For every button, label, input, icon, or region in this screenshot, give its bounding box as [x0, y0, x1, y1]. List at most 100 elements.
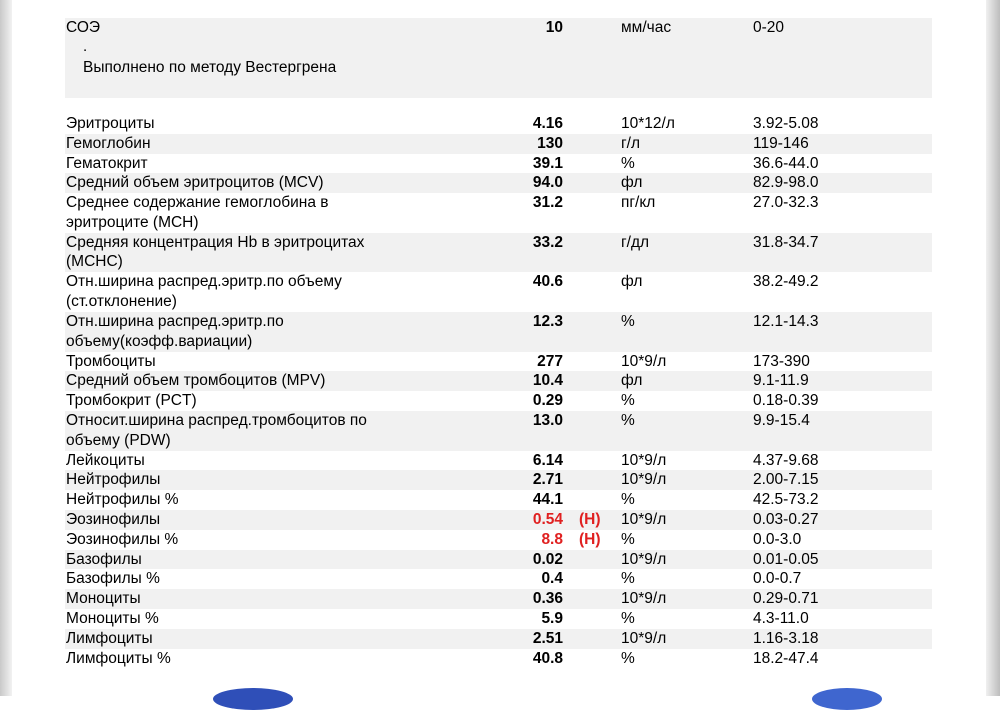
reference-range: 4.3-11.0 — [753, 610, 809, 627]
test-name-line: Тромбоциты — [66, 352, 156, 370]
unit: 10*9/л — [621, 511, 667, 528]
test-name: Базофилы — [66, 550, 142, 570]
unit: % — [621, 392, 635, 410]
reference-range: 1.16-3.18 — [753, 629, 819, 647]
stamp-fragment-left — [213, 688, 293, 710]
reference-range: 173-390 — [753, 352, 810, 370]
unit: % — [621, 530, 635, 548]
result-value: 2.71 — [532, 471, 563, 489]
reference-range: 0.03-0.27 — [753, 511, 819, 528]
table-row: Отн.ширина распред.эритр.по объему (ст.от… — [65, 272, 932, 312]
result-value: 5.9 — [541, 610, 563, 627]
test-name-line: Лейкоциты — [66, 451, 145, 469]
result-value: 2.51 — [532, 629, 563, 647]
unit: фл — [621, 174, 643, 192]
page-edge-right — [986, 0, 1000, 696]
unit: пг/кл — [621, 194, 656, 212]
reference-range: 0.01-0.05 — [753, 550, 819, 568]
test-name-line: Эритроциты — [66, 115, 155, 132]
unit: 10*9/л — [621, 471, 667, 489]
result-value: 39.1 — [532, 154, 563, 172]
unit: 10*9/л — [621, 451, 667, 469]
unit: г/л — [621, 134, 641, 152]
table-row: Средний объем тромбоцитов (MPV) 10.4 фл 9.1… — [65, 371, 932, 392]
test-name-line: Нейтрофилы — [66, 471, 161, 489]
table-row: Средний объем эритроцитов (MCV) 94.0 фл 82.… — [65, 173, 932, 194]
test-name-line: Моноциты % — [66, 610, 159, 627]
test-name: Тромбоциты — [66, 352, 156, 372]
result-value: 40.8 — [532, 649, 563, 667]
reference-range: 0.29-0.71 — [753, 590, 819, 608]
unit: % — [621, 610, 635, 627]
reference-range: 38.2-49.2 — [753, 273, 819, 291]
esr-name: СОЭ — [66, 19, 101, 36]
table-row: Относит.ширина распред.тромбоцитов по объ… — [65, 411, 932, 451]
unit: % — [621, 570, 635, 588]
test-name: Средний объем эритроцитов (MCV) — [66, 173, 324, 193]
abnormal-flag: (H) — [579, 530, 601, 548]
table-row: Нейтрофилы % 44.1% 42.5-73.2 — [65, 490, 932, 510]
unit: г/дл — [621, 233, 650, 251]
esr-method-note: Выполнено по методу Вестергрена — [83, 59, 337, 76]
result-value: 10.4 — [532, 372, 563, 390]
result-value: 40.6 — [532, 273, 563, 291]
test-name: Гематокрит — [66, 154, 148, 174]
table-row: Гемоглобин 130 г/л 119-146 — [65, 133, 932, 154]
test-name-line: Базофилы — [66, 550, 142, 568]
test-name-line: Эозинофилы % — [66, 530, 179, 548]
unit: фл — [621, 372, 643, 390]
page-edge-left — [0, 0, 12, 696]
test-name: Эозинофилы % — [66, 530, 178, 550]
unit: 10*9/л — [621, 352, 667, 370]
table-row: Гематокрит 39.1% 36.6-44.0 — [65, 154, 932, 174]
result-value: 13.0 — [532, 412, 563, 429]
table-row: Лейкоциты 6.14 10*9/л 4.37-9.68 — [65, 451, 932, 471]
test-name-line: Средний объем тромбоцитов (MPV) — [66, 372, 326, 390]
reference-range: 31.8-34.7 — [753, 233, 819, 251]
table-row: Тромбокрит (PCT) 0.29% 0.18-0.39 — [65, 391, 932, 411]
table-row: Базофилы 0.02 10*9/л 0.01-0.05 — [65, 549, 932, 570]
reference-range: 82.9-98.0 — [753, 174, 819, 192]
reference-range: 4.37-9.68 — [753, 451, 819, 469]
test-name-line: Отн.ширина распред.эритр.по объему — [66, 273, 342, 291]
esr-reference: 0-20 — [753, 19, 785, 36]
unit: 10*9/л — [621, 629, 667, 647]
test-name-line: Относит.ширина распред.тромбоцитов по — [66, 412, 367, 429]
table-row: Моноциты % 5.9% 4.3-11.0 — [65, 609, 932, 629]
result-value: 94.0 — [532, 174, 563, 192]
unit: 10*9/л — [621, 550, 667, 568]
test-name: Гемоглобин — [66, 134, 151, 154]
result-value: 130 — [537, 134, 563, 152]
test-name-line: объему(коэфф.вариации) — [66, 332, 253, 350]
unit: % — [621, 412, 635, 429]
test-name: Нейтрофилы — [66, 470, 160, 490]
test-name: Лейкоциты — [66, 451, 145, 471]
esr-dot: . — [83, 38, 88, 55]
table-row: Тромбоциты 277 10*9/л 173-390 — [65, 352, 932, 372]
test-name: Среднее содержание гемоглобина в эритроци… — [66, 193, 329, 232]
unit: % — [621, 313, 635, 330]
unit: % — [621, 649, 635, 667]
test-name-line: Базофилы % — [66, 570, 160, 588]
test-name: Средний объем тромбоцитов (MPV) — [66, 371, 325, 391]
reference-range: 36.6-44.0 — [753, 154, 819, 172]
abnormal-flag: (H) — [579, 511, 601, 528]
result-value: 4.16 — [532, 115, 563, 132]
result-value: 0.29 — [532, 392, 563, 410]
table-row: Лимфоциты % 40.8% 18.2-47.4 — [65, 649, 932, 669]
test-name-line: Гемоглобин — [66, 134, 151, 152]
test-name-line: Тромбокрит (PCT) — [66, 392, 197, 410]
test-name-line: Лимфоциты % — [66, 649, 171, 667]
table-row: Эритроциты 4.16 10*12/л 3.92-5.08 — [65, 114, 932, 134]
test-name: Средняя концентрация Hb в эритроцитах (MC… — [66, 233, 364, 272]
reference-range: 2.00-7.15 — [753, 471, 819, 489]
table-row: Нейтрофилы 2.71 10*9/л 2.00-7.15 — [65, 470, 932, 491]
unit: % — [621, 154, 635, 172]
test-name-line: Среднее содержание гемоглобина в — [66, 194, 329, 212]
reference-range: 3.92-5.08 — [753, 115, 819, 132]
result-value: 8.8 — [541, 530, 563, 548]
result-value: 0.36 — [532, 590, 563, 608]
unit: % — [621, 491, 635, 509]
reference-range: 27.0-32.3 — [753, 194, 819, 212]
table-row: Лимфоциты 2.51 10*9/л 1.16-3.18 — [65, 628, 932, 649]
